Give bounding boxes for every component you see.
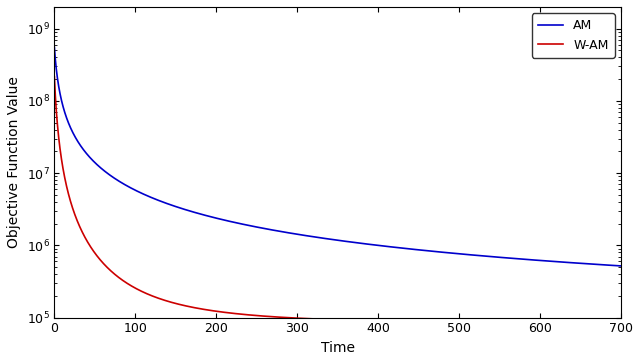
- AM: [115, 179, 123, 183]
- AM: [51, 45, 58, 50]
- AM: [292, 232, 300, 236]
- AM: [149, 196, 157, 200]
- AM: [268, 228, 276, 232]
- AM: [606, 263, 614, 268]
- W-AM: [223, 310, 230, 315]
- W-AM: [232, 311, 240, 316]
- W-AM: [51, 75, 58, 79]
- X-axis label: Time: Time: [321, 341, 355, 355]
- W-AM: [413, 320, 421, 324]
- W-AM: [70, 209, 77, 213]
- Line: AM: AM: [54, 47, 621, 266]
- Y-axis label: Objective Function Value: Objective Function Value: [7, 76, 21, 248]
- Line: W-AM: W-AM: [54, 77, 428, 322]
- Legend: AM, W-AM: AM, W-AM: [532, 13, 615, 58]
- W-AM: [413, 320, 421, 324]
- AM: [617, 264, 625, 268]
- W-AM: [345, 318, 353, 322]
- W-AM: [424, 320, 432, 324]
- AM: [545, 259, 553, 263]
